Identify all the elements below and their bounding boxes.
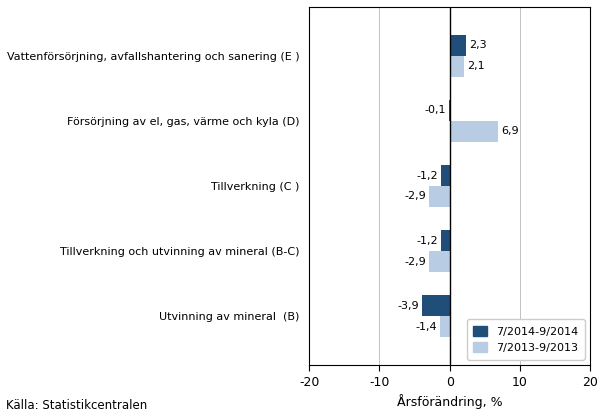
- Text: 2,1: 2,1: [467, 61, 485, 71]
- Bar: [450, 56, 465, 77]
- Bar: [422, 295, 450, 316]
- X-axis label: Årsförändring, %: Årsförändring, %: [397, 394, 503, 409]
- Text: -1,4: -1,4: [416, 322, 437, 332]
- Text: -2,9: -2,9: [405, 257, 427, 267]
- Bar: [441, 230, 450, 251]
- Text: Källa: Statistikcentralen: Källa: Statistikcentralen: [6, 399, 147, 412]
- Text: -3,9: -3,9: [398, 301, 419, 311]
- Text: -1,2: -1,2: [417, 236, 439, 246]
- Bar: [449, 100, 450, 121]
- Bar: [440, 316, 450, 337]
- Text: 6,9: 6,9: [501, 126, 518, 136]
- Bar: [450, 35, 466, 56]
- Bar: [430, 251, 450, 272]
- Text: -2,9: -2,9: [405, 191, 427, 201]
- Text: -1,2: -1,2: [417, 171, 439, 181]
- Text: 2,3: 2,3: [469, 40, 486, 50]
- Bar: [450, 121, 498, 142]
- Text: -0,1: -0,1: [425, 106, 446, 116]
- Bar: [441, 165, 450, 186]
- Legend: 7/2014-9/2014, 7/2013-9/2013: 7/2014-9/2014, 7/2013-9/2013: [466, 319, 584, 359]
- Bar: [430, 186, 450, 207]
